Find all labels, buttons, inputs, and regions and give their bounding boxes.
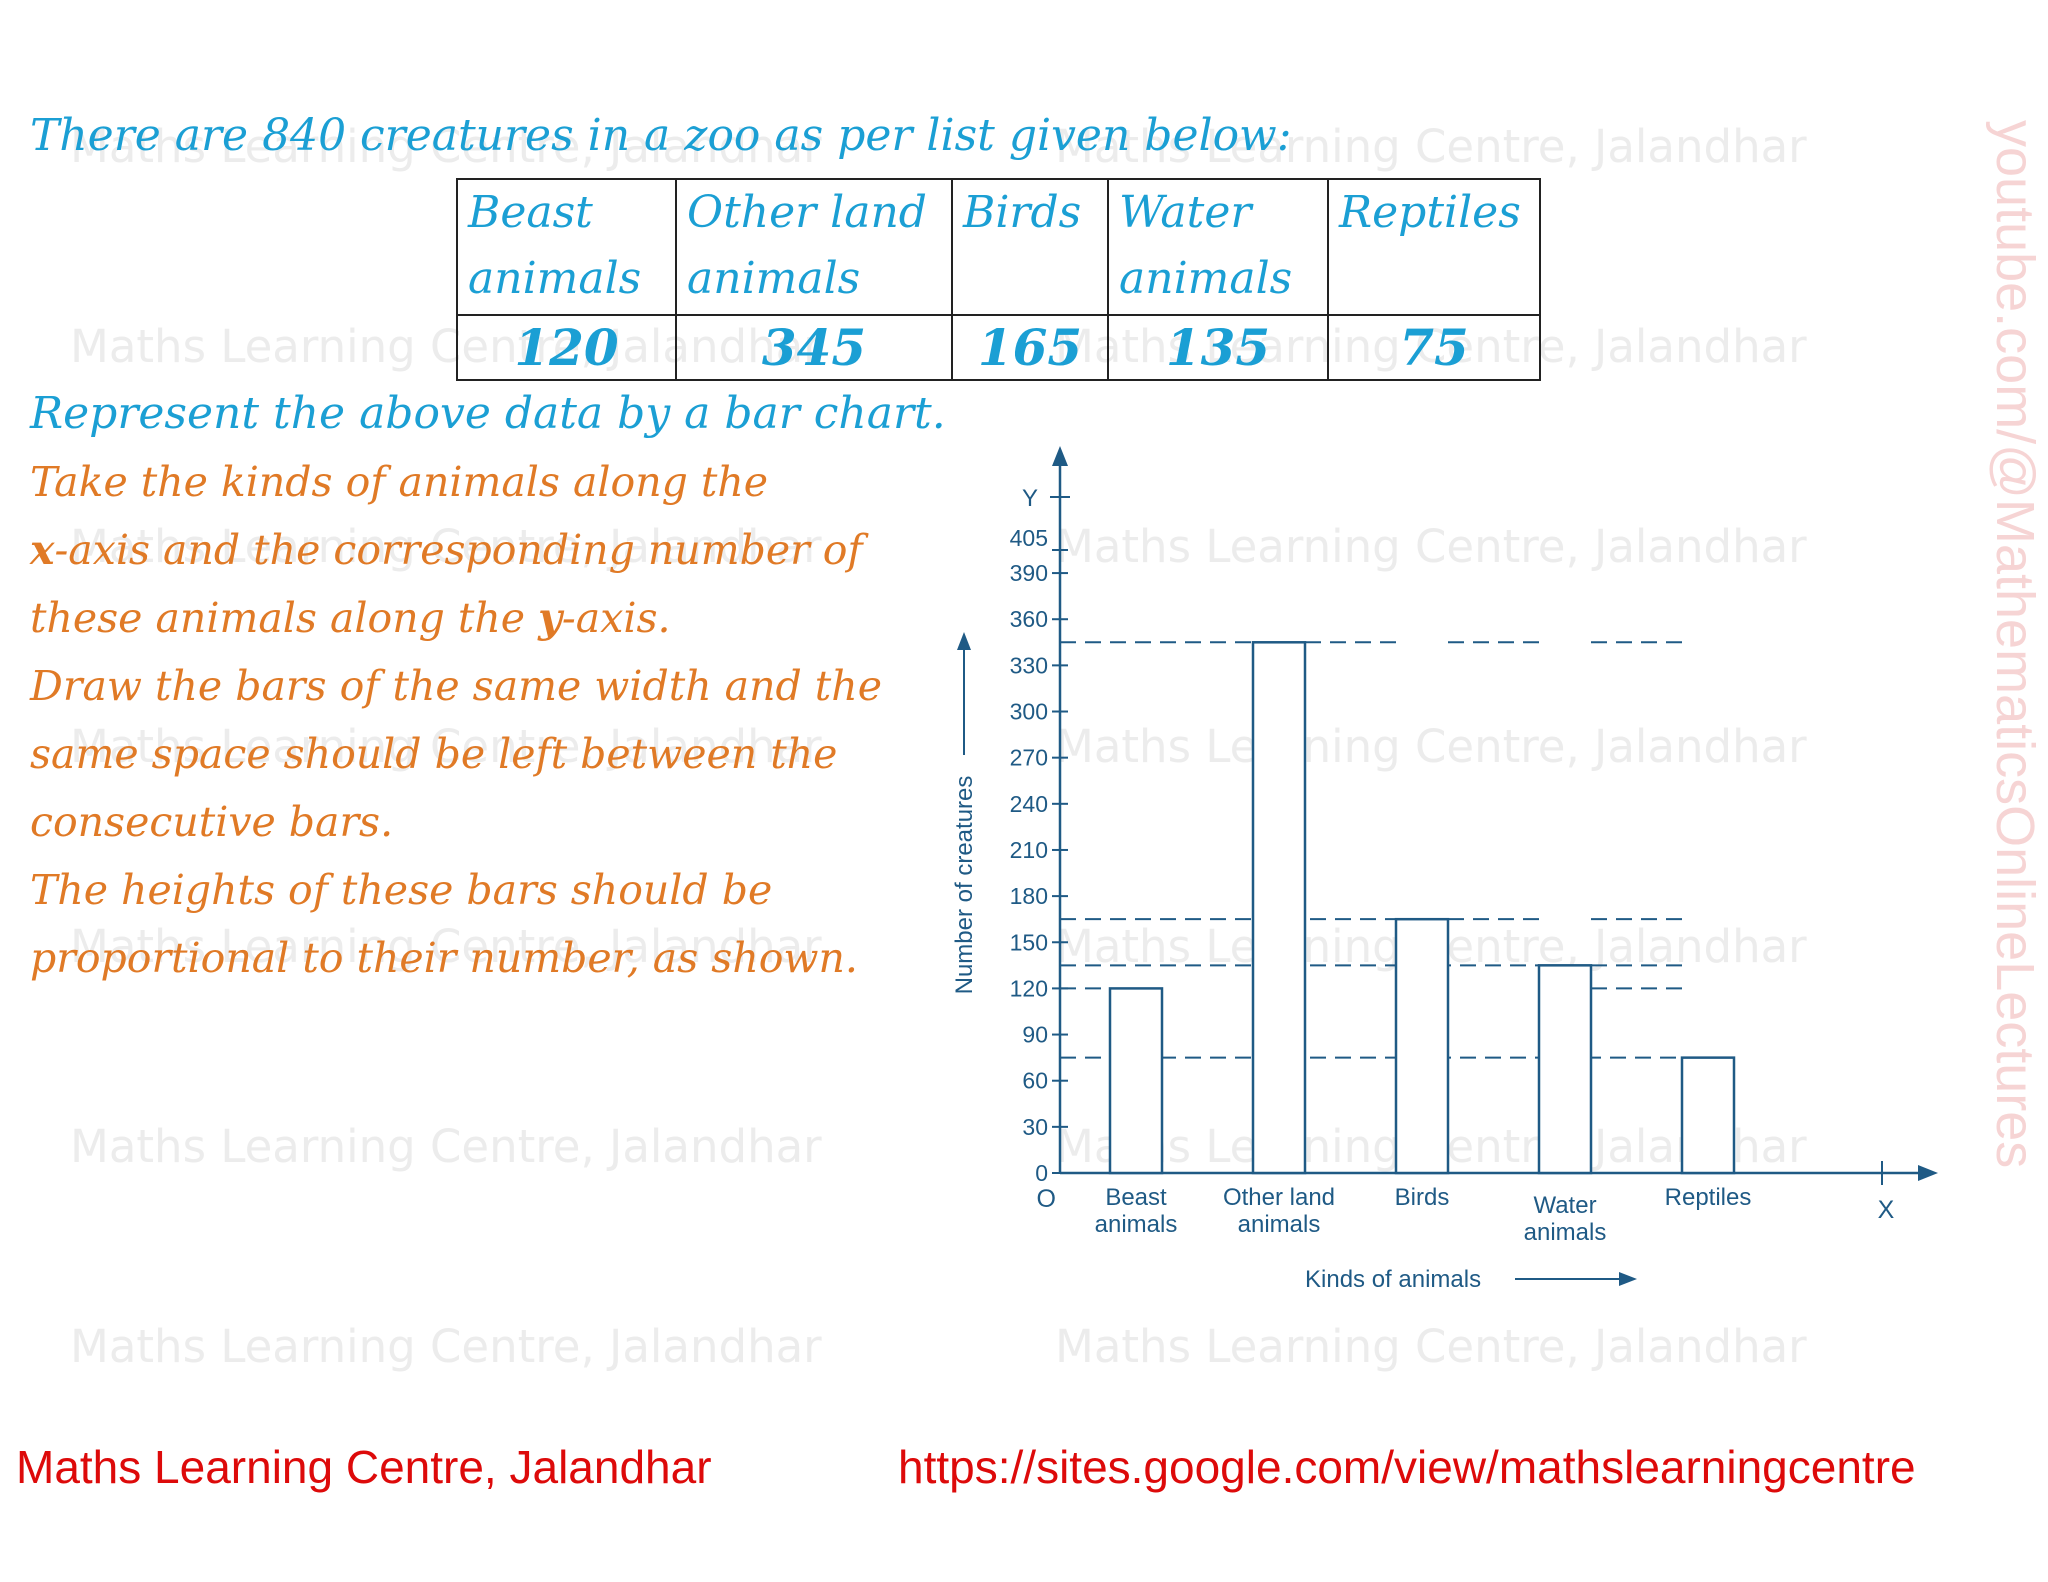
watermark: Maths Learning Centre, Jalandhar	[70, 120, 822, 173]
watermark: Maths Learning Centre, Jalandhar	[70, 920, 822, 973]
x-title-arrow-head	[1619, 1272, 1637, 1286]
x-variable: x	[30, 526, 55, 574]
table-header-cell: Birds	[951, 178, 1109, 316]
header-line: Water	[1119, 187, 1252, 238]
header-line: Beast	[468, 187, 593, 238]
instruction-heights: The heights of these bars should be prop…	[30, 866, 858, 982]
x-axis-title: Kinds of animals	[1305, 1266, 1481, 1293]
header-line: animals	[1119, 253, 1293, 304]
table-header-cell: Other land animals	[675, 178, 953, 316]
x-category-label: Beast	[1105, 1184, 1167, 1211]
y-tick-label: 120	[1010, 975, 1048, 1001]
y-variable: y	[538, 594, 562, 642]
y-tick-label: 150	[1010, 929, 1048, 955]
table-value-cell: 345	[675, 314, 953, 381]
y-tick-label: 180	[1010, 883, 1048, 909]
watermark: Maths Learning Centre, Jalandhar	[1055, 520, 1807, 573]
x-category-label: Reptiles	[1665, 1184, 1752, 1211]
watermark: Maths Learning Centre, Jalandhar	[70, 1320, 822, 1373]
y-tick-label: 390	[1010, 560, 1048, 586]
watermark: Maths Learning Centre, Jalandhar	[70, 1120, 822, 1173]
x-category-label: Water	[1533, 1192, 1596, 1219]
table-value-cell: 135	[1107, 314, 1329, 381]
footer-centre-name: Maths Learning Centre, Jalandhar	[16, 1441, 712, 1493]
x-category-label: animals	[1524, 1219, 1607, 1246]
y-tick-label: 90	[1022, 1022, 1048, 1048]
header-line: Other land	[687, 187, 927, 238]
table-header-cell: Water animals	[1107, 178, 1329, 316]
y-tick-label: 60	[1022, 1068, 1048, 1094]
footer-website-link[interactable]: https://sites.google.com/view/mathslearn…	[898, 1441, 1916, 1493]
instruction-text: -axis and the corresponding number of th…	[30, 526, 863, 642]
data-table: Beast animals Other land animals Birds Wat…	[456, 178, 1541, 381]
x-category-label: animals	[1095, 1211, 1178, 1238]
watermark: Maths Learning Centre, Jalandhar	[1055, 1320, 1807, 1373]
y-tick-label: 300	[1010, 699, 1048, 725]
y-axis-title: Number of creatures	[951, 776, 978, 995]
header-line: Birds	[963, 187, 1082, 238]
table-header-row: Beast animals Other land animals Birds Wat…	[456, 178, 1541, 316]
y-tick-label: 210	[1010, 837, 1048, 863]
y-tick-label: 240	[1010, 791, 1048, 817]
watermark: Maths Learning Centre, Jalandhar	[70, 720, 822, 773]
header-line: Reptiles	[1339, 187, 1521, 238]
origin-label: O	[1037, 1185, 1056, 1213]
bar	[1251, 641, 1307, 1175]
instruction-text: Take the kinds of animals along the	[30, 458, 769, 506]
y-title-arrow-head	[957, 632, 971, 650]
watermark: Maths Learning Centre, Jalandhar	[1055, 720, 1807, 773]
watermark: Maths Learning Centre, Jalandhar	[1055, 120, 1807, 173]
y-axis-arrow	[1052, 446, 1068, 466]
x-category-label: Birds	[1395, 1184, 1450, 1211]
table-header-cell: Reptiles	[1327, 178, 1541, 316]
table-value-cell: 120	[456, 314, 677, 381]
instruction-width: Draw the bars of the same width and the …	[30, 662, 882, 846]
table-value-cell: 165	[951, 314, 1109, 381]
bar-chart: Y X O0 30 60 90 120 150 180 210 240 270 300 330 360 390…	[951, 446, 1938, 1293]
y-tick-label: 30	[1022, 1114, 1048, 1140]
y-tick-label: 405	[1010, 525, 1048, 551]
instruction-text: -axis.	[561, 594, 671, 642]
bar	[1537, 964, 1593, 1175]
y-tick-label: 270	[1010, 745, 1048, 771]
x-category-label: Other land	[1223, 1184, 1335, 1211]
instructions: Represent the above data by a bar chart.…	[30, 380, 970, 992]
table-value-cell: 75	[1327, 314, 1541, 381]
x-category-label: animals	[1238, 1211, 1321, 1238]
problem-title: There are 840 creatures in a zoo as per …	[30, 110, 1292, 161]
y-tick-label: 0	[1035, 1160, 1048, 1186]
instruction-axes: Take the kinds of animals along the x-axi…	[30, 448, 970, 652]
side-watermark: youtube.com/@MathematicsOnlineLectures	[1985, 120, 2045, 1169]
table-header-cell: Beast animals	[456, 178, 677, 316]
watermark: Maths Learning Centre, Jalandhar	[70, 520, 822, 573]
bar	[1394, 917, 1450, 1175]
x-axis-arrow	[1918, 1165, 1938, 1181]
table-value-row: 120 345 165 135 75	[456, 314, 1541, 381]
header-line: animals	[687, 253, 861, 304]
x-axis-letter: X	[1878, 1196, 1895, 1224]
y-axis-letter: Y	[1022, 485, 1038, 512]
instruction-represent: Represent the above data by a bar chart.	[30, 388, 946, 439]
bar	[1680, 1056, 1736, 1175]
bar	[1108, 987, 1164, 1175]
y-tick-label: 330	[1010, 652, 1048, 678]
header-line: animals	[468, 253, 642, 304]
y-tick-label: 360	[1010, 606, 1048, 632]
